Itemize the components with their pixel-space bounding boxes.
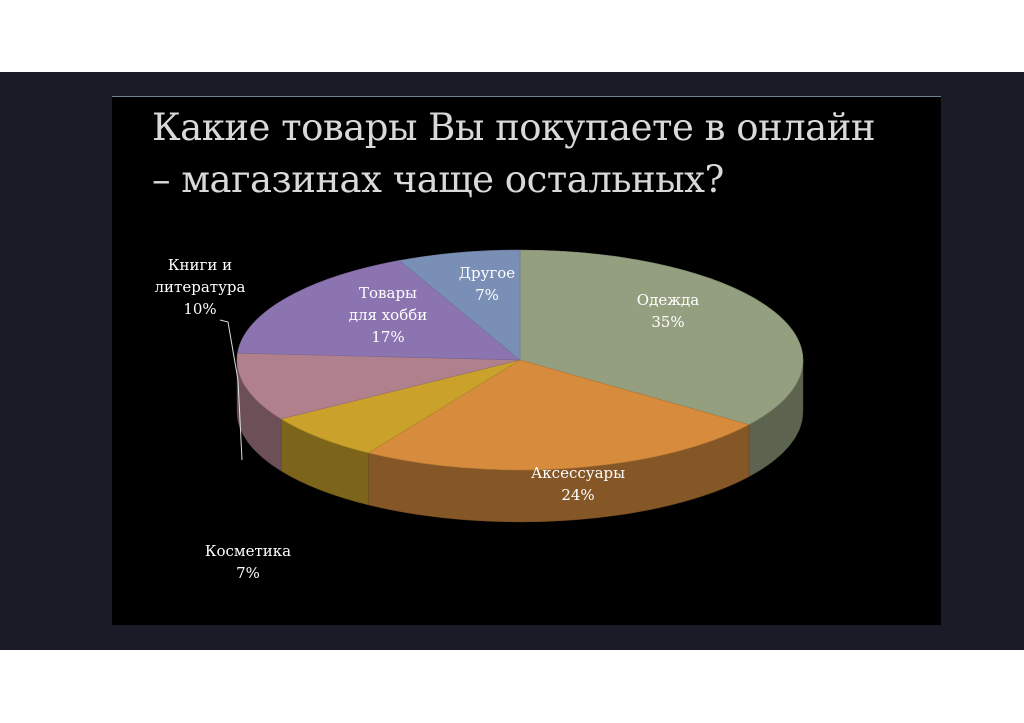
slice-аксессуары: [367, 359, 750, 471]
slice-label-одежда: Одежда 35%: [637, 291, 699, 331]
slide-top-line: [112, 96, 941, 97]
slice-одежда: [519, 249, 804, 425]
slice-товары-для-хобби: [237, 260, 521, 361]
pie-tops: [236, 249, 804, 471]
slice-label-line: 10%: [183, 300, 216, 318]
slice-label-line: Товары: [359, 284, 417, 302]
slice-label-line: литература: [155, 278, 246, 296]
slice-label-line: Одежда: [637, 291, 699, 309]
slice-label-line: 35%: [651, 313, 684, 331]
slice-косметика: [280, 359, 521, 454]
title-line-1: Какие товары Вы покупаете в онлайн: [152, 106, 876, 149]
slice-label-line: 7%: [236, 564, 260, 582]
slice-label-line: для хобби: [349, 306, 428, 324]
slice-label-аксессуары: Аксессуары 24%: [531, 464, 625, 504]
slice-label-line: Косметика: [205, 542, 291, 560]
slice-label-line: 24%: [561, 486, 594, 504]
slice-label-другое: Другое 7%: [459, 264, 516, 304]
slide-title: Какие товары Вы покупаете в онлайн – маг…: [152, 102, 912, 206]
slice-label-line: 7%: [475, 286, 499, 304]
slice-книги-и-литература: [236, 352, 521, 420]
slice-labels: Одежда 35% Аксессуары 24% Косметика 7% Книги и…: [155, 256, 700, 582]
slice-label-книги-и-литература: Книги и литература 10%: [155, 256, 246, 318]
title-line-2: – магазинах чаще остальных?: [152, 158, 724, 201]
slice-label-косметика: Косметика 7%: [205, 542, 291, 582]
slice-другое: [398, 249, 521, 361]
slice-label-line: Аксессуары: [531, 464, 625, 482]
leader-line-books: [219, 319, 243, 461]
slice-label-line: 17%: [371, 328, 404, 346]
slice-label-товары-для-хобби: Товары для хобби 17%: [349, 284, 428, 346]
slice-label-line: Книги и: [168, 256, 232, 274]
slice-label-line: Другое: [459, 264, 516, 282]
pie-sides: [236, 359, 804, 523]
leader-lines: [219, 319, 243, 461]
